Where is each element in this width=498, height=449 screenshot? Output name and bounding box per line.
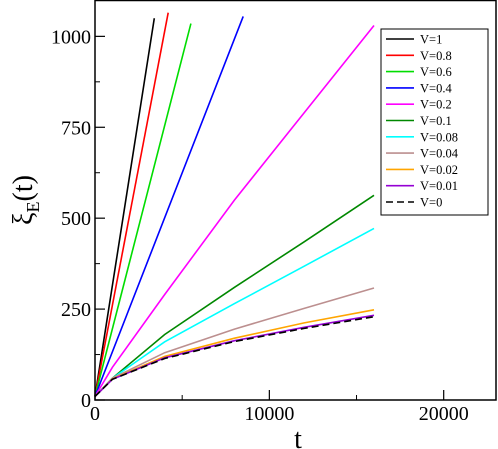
- x-axis-label: t: [294, 424, 302, 449]
- series-line-v-0-2: [94, 25, 375, 397]
- series-line-v-1: [94, 18, 156, 397]
- legend-label: V=0: [420, 196, 442, 210]
- legend-label: V=0.08: [420, 130, 458, 144]
- series-layer: [94, 12, 375, 397]
- y-axis-label-sub: E: [23, 201, 43, 212]
- legend-label: V=0.4: [420, 81, 452, 95]
- axes-layer: 0 10000 20000 0 250 500 750 1000: [51, 26, 469, 425]
- legend-entries: V=1 V=0.8 V=0.6 V=0.4 V=0.2 V=0.1 V=0.08 V=0.04…: [386, 33, 459, 210]
- series-line-v-0: [94, 315, 375, 397]
- y-axis-label-main: ξ: [8, 212, 39, 224]
- legend-label: V=0.6: [420, 65, 452, 79]
- legend-label: V=0.02: [420, 163, 458, 177]
- legend: V=1 V=0.8 V=0.6 V=0.4 V=0.2 V=0.1 V=0.08 V=0.04…: [380, 28, 489, 216]
- y-axis-label-suffix: (t): [8, 175, 39, 201]
- y-tick-label: 750: [61, 117, 91, 139]
- legend-label: V=0.2: [420, 98, 452, 112]
- legend-label: V=0.04: [420, 147, 459, 161]
- series-line-v-0-8: [94, 12, 169, 397]
- series-line-v-0-08: [94, 227, 375, 397]
- legend-label: V=0.8: [420, 49, 452, 63]
- y-tick-label: 250: [61, 299, 91, 321]
- y-tick-label: 0: [81, 390, 91, 412]
- series-line-v-0-4: [94, 16, 244, 397]
- y-tick-label: 1000: [51, 26, 91, 48]
- series-line-v-0-6: [94, 23, 192, 397]
- series-line-v-0-01: [94, 314, 375, 397]
- x-tick-label: 0: [90, 403, 100, 425]
- plot-frame: [94, 0, 497, 401]
- legend-label: V=1: [420, 33, 442, 47]
- y-tick-label: 500: [61, 208, 91, 230]
- x-tick-label: 20000: [419, 403, 469, 425]
- legend-box: [380, 28, 489, 216]
- x-tick-label: 10000: [244, 403, 294, 425]
- y-axis-label: ξE(t): [8, 175, 43, 225]
- legend-label: V=0.1: [420, 114, 452, 128]
- legend-label: V=0.01: [420, 179, 458, 193]
